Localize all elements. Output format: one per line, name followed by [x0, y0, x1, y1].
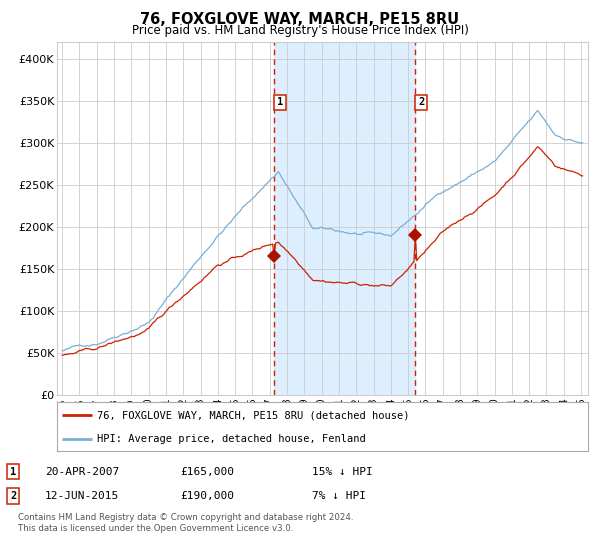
Text: HPI: Average price, detached house, Fenland: HPI: Average price, detached house, Fenl… [97, 434, 365, 444]
Text: 76, FOXGLOVE WAY, MARCH, PE15 8RU: 76, FOXGLOVE WAY, MARCH, PE15 8RU [140, 12, 460, 27]
Text: 1: 1 [10, 466, 16, 477]
Text: 15% ↓ HPI: 15% ↓ HPI [312, 466, 373, 477]
Text: £165,000: £165,000 [180, 466, 234, 477]
Text: 2: 2 [10, 491, 16, 501]
Text: 1: 1 [277, 97, 283, 108]
Text: 20-APR-2007: 20-APR-2007 [45, 466, 119, 477]
Text: This data is licensed under the Open Government Licence v3.0.: This data is licensed under the Open Gov… [18, 524, 293, 533]
Text: Price paid vs. HM Land Registry's House Price Index (HPI): Price paid vs. HM Land Registry's House … [131, 24, 469, 36]
Text: 12-JUN-2015: 12-JUN-2015 [45, 491, 119, 501]
Text: 2: 2 [418, 97, 424, 108]
Text: Contains HM Land Registry data © Crown copyright and database right 2024.: Contains HM Land Registry data © Crown c… [18, 513, 353, 522]
Bar [274, 42, 415, 395]
Text: 76, FOXGLOVE WAY, MARCH, PE15 8RU (detached house): 76, FOXGLOVE WAY, MARCH, PE15 8RU (detac… [97, 410, 409, 421]
Text: 7% ↓ HPI: 7% ↓ HPI [312, 491, 366, 501]
Text: £190,000: £190,000 [180, 491, 234, 501]
